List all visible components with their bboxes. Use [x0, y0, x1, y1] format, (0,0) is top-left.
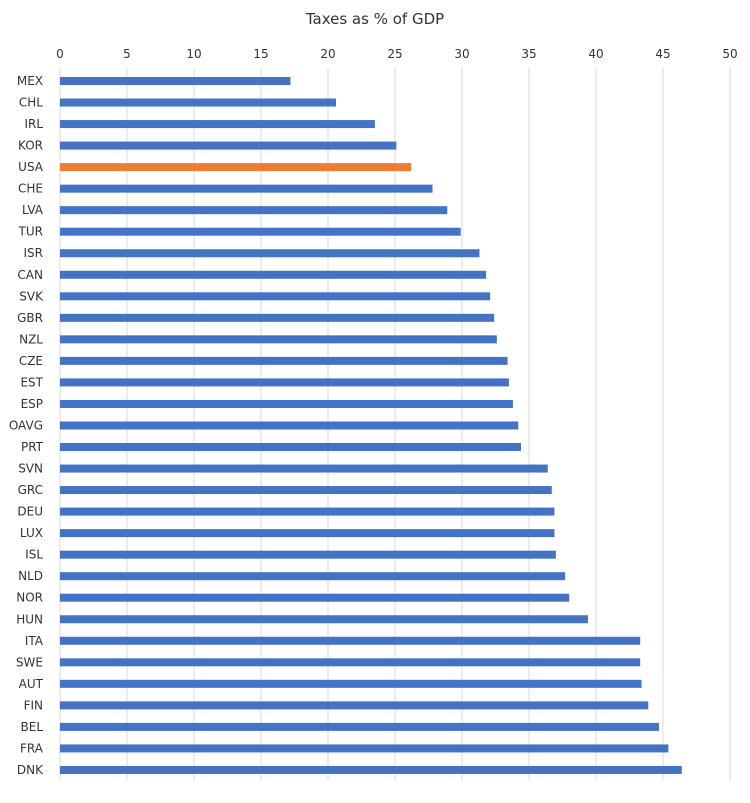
category-label: IRL: [24, 117, 43, 131]
x-tick-label: 35: [521, 47, 536, 61]
category-label: CHL: [19, 96, 43, 110]
category-label: ISL: [25, 548, 43, 562]
bar-isl: [60, 550, 556, 559]
category-label: ISR: [24, 246, 44, 260]
bar-oavg: [60, 421, 519, 430]
category-label: EST: [20, 375, 43, 389]
category-label: DEU: [17, 505, 43, 519]
bar-aut: [60, 679, 642, 688]
category-label: KOR: [18, 139, 43, 153]
chart-title: Taxes as % of GDP: [305, 10, 445, 28]
category-label: SVN: [18, 462, 43, 476]
x-tick-label: 15: [253, 47, 268, 61]
category-label: TUR: [18, 225, 43, 239]
category-label: CAN: [17, 268, 43, 282]
category-label: NZL: [19, 332, 43, 346]
bar-svn: [60, 464, 548, 473]
category-label: AUT: [19, 677, 44, 691]
category-label: CZE: [19, 354, 43, 368]
bar-hun: [60, 615, 588, 624]
category-label: LVA: [22, 203, 44, 217]
category-label: CHE: [18, 182, 43, 196]
category-label: PRT: [21, 440, 44, 454]
bar-kor: [60, 141, 397, 150]
category-label: ITA: [25, 634, 44, 648]
x-tick-label: 45: [655, 47, 670, 61]
bar-che: [60, 184, 433, 193]
bars: [60, 77, 682, 774]
bar-nor: [60, 593, 570, 602]
category-label: LUX: [20, 526, 43, 540]
x-tick-label: 50: [722, 47, 737, 61]
category-label: BEL: [21, 720, 44, 734]
bar-deu: [60, 507, 555, 516]
x-tick-label: 0: [56, 47, 64, 61]
x-tick-label: 30: [454, 47, 469, 61]
x-axis-ticks: 0 5 10 15 20 25 30 35 40 45 50: [56, 47, 737, 61]
category-label: USA: [18, 160, 44, 174]
bar-gbr: [60, 313, 495, 322]
category-label: NLD: [18, 569, 43, 583]
bar-swe: [60, 658, 641, 667]
bar-bel: [60, 722, 659, 731]
category-label: FIN: [24, 698, 43, 712]
bar-lva: [60, 206, 448, 215]
category-label: FRA: [20, 741, 44, 755]
x-tick-label: 20: [320, 47, 335, 61]
category-label: GBR: [17, 311, 43, 325]
bar-isr: [60, 249, 480, 258]
x-tick-label: 40: [588, 47, 603, 61]
category-label: GRC: [18, 483, 43, 497]
bar-nld: [60, 572, 566, 581]
bar-chl: [60, 98, 337, 107]
category-label: SWE: [16, 655, 43, 669]
x-tick-label: 10: [186, 47, 201, 61]
bar-irl: [60, 120, 375, 129]
bar-can: [60, 270, 487, 279]
category-label: HUN: [16, 612, 43, 626]
bar-nzl: [60, 335, 497, 344]
bar-prt: [60, 443, 521, 452]
x-tick-label: 25: [387, 47, 402, 61]
category-label: MEX: [17, 74, 43, 88]
category-label: DNK: [17, 763, 44, 777]
bar-dnk: [60, 765, 682, 774]
bar-grc: [60, 486, 552, 495]
bar-tur: [60, 227, 461, 236]
bar-esp: [60, 399, 513, 408]
bar-fin: [60, 701, 649, 710]
bar-cze: [60, 356, 508, 365]
bar-mex: [60, 77, 291, 85]
bar-lux: [60, 529, 555, 538]
x-tick-label: 5: [123, 47, 131, 61]
category-label: NOR: [16, 591, 43, 605]
category-label: ESP: [21, 397, 43, 411]
category-label: SVK: [19, 289, 44, 303]
bar-svk: [60, 292, 491, 301]
category-label: OAVG: [9, 418, 43, 432]
bar-est: [60, 378, 509, 387]
bar-fra: [60, 744, 669, 753]
bar-ita: [60, 636, 641, 645]
bar-usa: [60, 163, 412, 172]
y-axis-labels: MEX CHL IRL KOR USA CHE LVA TUR ISR CAN SVK GBR NZL C…: [9, 74, 44, 777]
